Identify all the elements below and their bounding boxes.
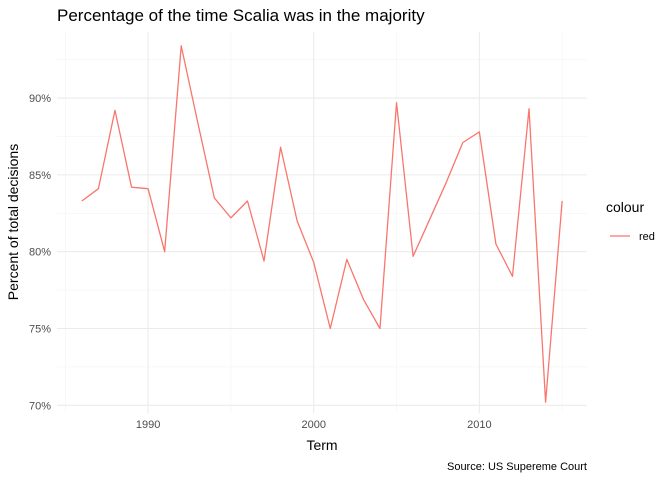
series-layer xyxy=(81,45,563,403)
chart-title: Percentage of the time Scalia was in the… xyxy=(57,6,425,25)
series-line-red xyxy=(81,45,563,403)
legend-label-red: red xyxy=(639,231,655,243)
minor-gridlines xyxy=(57,32,587,413)
y-axis-title: Percent of total decisions xyxy=(5,144,21,300)
y-tick-label: 80% xyxy=(29,247,51,259)
major-gridlines xyxy=(57,32,587,413)
x-axis-title: Term xyxy=(306,437,337,453)
y-tick-label: 90% xyxy=(29,93,51,105)
y-tick-label: 75% xyxy=(29,324,51,336)
y-axis-ticks: 70% 75% 80% 85% 90% xyxy=(29,93,51,412)
x-tick-label: 1990 xyxy=(136,419,160,431)
legend: colour red xyxy=(606,199,655,243)
x-axis-ticks: 1990 2000 2010 xyxy=(136,419,492,431)
x-tick-label: 2000 xyxy=(301,419,325,431)
x-tick-label: 2010 xyxy=(467,419,491,431)
y-tick-label: 85% xyxy=(29,170,51,182)
chart-caption: Source: US Supereme Court xyxy=(447,461,587,473)
legend-title: colour xyxy=(606,199,644,215)
y-tick-label: 70% xyxy=(29,400,51,412)
